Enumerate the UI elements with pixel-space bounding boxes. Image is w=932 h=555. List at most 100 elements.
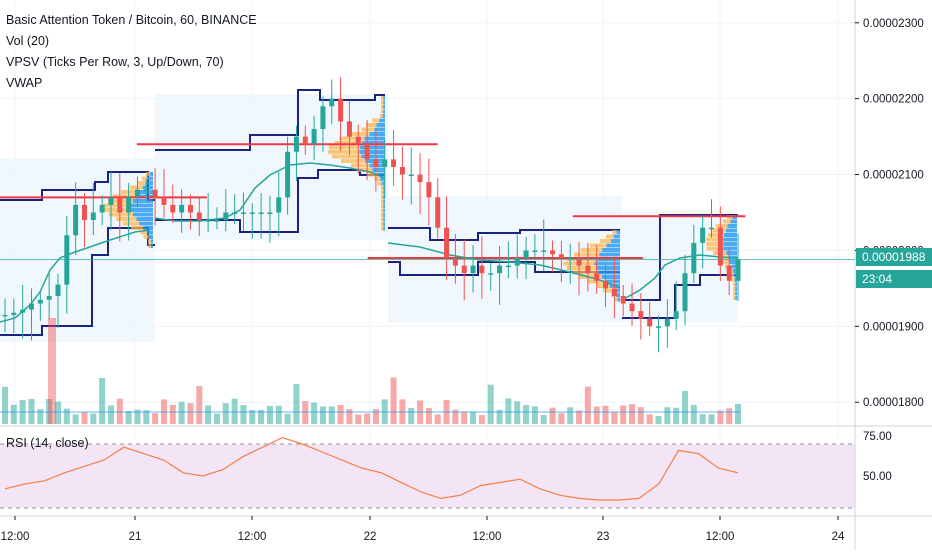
volume-bar bbox=[646, 414, 653, 424]
candle-body bbox=[285, 151, 291, 198]
volume-profile-bar-down bbox=[612, 230, 617, 234]
volume-profile-bar-up bbox=[595, 266, 620, 270]
vwap-line bbox=[387, 242, 621, 289]
volume-profile-bar-up bbox=[616, 293, 620, 297]
volume-bar bbox=[63, 408, 70, 424]
volume-bar bbox=[699, 414, 706, 424]
volume-profile-bar-down bbox=[145, 172, 150, 176]
price-tick-label: 0.00001800 bbox=[863, 397, 924, 409]
volume-bar bbox=[275, 405, 282, 424]
volume-profile-bar-up bbox=[376, 123, 385, 127]
volume-bar bbox=[116, 398, 123, 424]
volume-profile-bar-up bbox=[133, 212, 153, 217]
rsi-tick-label: 75.00 bbox=[863, 431, 892, 443]
candle-body bbox=[479, 265, 485, 274]
candle-body bbox=[585, 265, 591, 274]
rsi-tick-label: 50.00 bbox=[863, 471, 892, 483]
volume-bar bbox=[48, 318, 56, 424]
volume-profile-bar-up bbox=[724, 233, 737, 237]
volume-profile-bar-up bbox=[729, 260, 737, 264]
volume-profile-bar-up bbox=[372, 168, 385, 172]
volume-bar bbox=[726, 408, 733, 424]
volume-profile-bar-up bbox=[129, 203, 153, 208]
volume-bar bbox=[293, 383, 300, 424]
volume-profile-bar-up bbox=[383, 100, 385, 105]
volume-bar bbox=[319, 406, 326, 424]
volume-profile-bar-up bbox=[381, 181, 385, 186]
volume-bar bbox=[178, 401, 185, 424]
volume-bar bbox=[655, 415, 662, 424]
candle-body bbox=[28, 303, 34, 310]
volume-profile-bar-up bbox=[379, 118, 385, 123]
candle-body bbox=[293, 136, 299, 152]
candle-body bbox=[37, 299, 43, 304]
candle-body bbox=[170, 204, 176, 213]
volume-bar bbox=[717, 410, 724, 424]
candle-body bbox=[338, 98, 344, 122]
volume-profile-bar-up bbox=[383, 195, 385, 199]
volume-profile-bar-up bbox=[383, 204, 385, 208]
rsi-indicator-label[interactable]: RSI (14, close) bbox=[6, 436, 89, 450]
volume-bar bbox=[2, 386, 8, 424]
volume-profile-bar-up bbox=[136, 217, 153, 221]
volume-profile-bar-up bbox=[362, 141, 385, 145]
candle-body bbox=[735, 259, 741, 281]
time-tick-label: 12:00 bbox=[238, 531, 267, 543]
volume-profile-bar-down bbox=[715, 224, 728, 228]
volume-profile-bar-down bbox=[381, 204, 384, 208]
volume-profile-bar-down bbox=[381, 96, 384, 100]
volume-profile-bar-down bbox=[381, 226, 384, 231]
volume-bar bbox=[99, 377, 106, 424]
candle-body bbox=[187, 204, 193, 213]
volume-profile-bar-down bbox=[733, 291, 736, 296]
volume-profile-bar-up bbox=[383, 109, 385, 114]
volume-profile-bar-up bbox=[610, 239, 620, 243]
volume-profile-bar-down bbox=[147, 239, 151, 244]
volume-profile-bar-up bbox=[731, 264, 737, 269]
candle-body bbox=[558, 254, 564, 259]
candle-body bbox=[81, 204, 87, 221]
value-area-line bbox=[388, 261, 620, 276]
volume-profile-bar-down bbox=[137, 181, 147, 185]
candle-body bbox=[408, 174, 414, 177]
candle-body bbox=[399, 166, 405, 175]
volume-profile-bar-down bbox=[143, 235, 149, 239]
session-profile-box bbox=[0, 158, 155, 342]
volume-bar bbox=[196, 386, 203, 424]
candle-body bbox=[664, 318, 670, 327]
volume-profile-bar-down bbox=[706, 237, 724, 242]
volume-profile-bar-down bbox=[732, 278, 735, 282]
vwap-indicator-label[interactable]: VWAP bbox=[6, 76, 43, 90]
vwap-line bbox=[621, 254, 739, 301]
rsi-line bbox=[4, 436, 739, 501]
volume-bar bbox=[567, 407, 574, 424]
volume-profile-bar-up bbox=[383, 226, 385, 231]
volume-profile-bar-down bbox=[130, 185, 143, 190]
vpsv-indicator-label[interactable]: VPSV (Ticks Per Row, 3, Up/Down, 70) bbox=[6, 55, 224, 69]
volume-profile-bar-up bbox=[359, 145, 385, 150]
volume-bar bbox=[28, 398, 35, 424]
volume-bar bbox=[673, 407, 680, 424]
volume-bar bbox=[54, 401, 61, 424]
volume-bar bbox=[611, 412, 618, 424]
volume-profile-bar-up bbox=[383, 222, 385, 226]
volume-profile-bar-down bbox=[599, 239, 611, 243]
volume-bar bbox=[735, 403, 741, 424]
volume-profile-bar-up bbox=[723, 237, 737, 242]
volume-profile-bar-up bbox=[735, 296, 737, 300]
candle-body bbox=[505, 265, 511, 268]
volume-profile-bar-down bbox=[131, 226, 144, 230]
volume-profile-bar-up bbox=[723, 242, 737, 246]
volume-profile-bar-down bbox=[367, 172, 378, 177]
vol-indicator-label[interactable]: Vol (20) bbox=[6, 34, 50, 48]
volume-bar bbox=[169, 404, 176, 424]
candle-body bbox=[647, 318, 653, 327]
candle-body bbox=[717, 227, 723, 266]
price-tick-label: 0.00002100 bbox=[863, 170, 924, 182]
candle-body bbox=[611, 288, 617, 296]
volume-profile-bar-up bbox=[383, 217, 385, 222]
volume-bar bbox=[593, 406, 600, 424]
volume-bar bbox=[425, 408, 432, 424]
